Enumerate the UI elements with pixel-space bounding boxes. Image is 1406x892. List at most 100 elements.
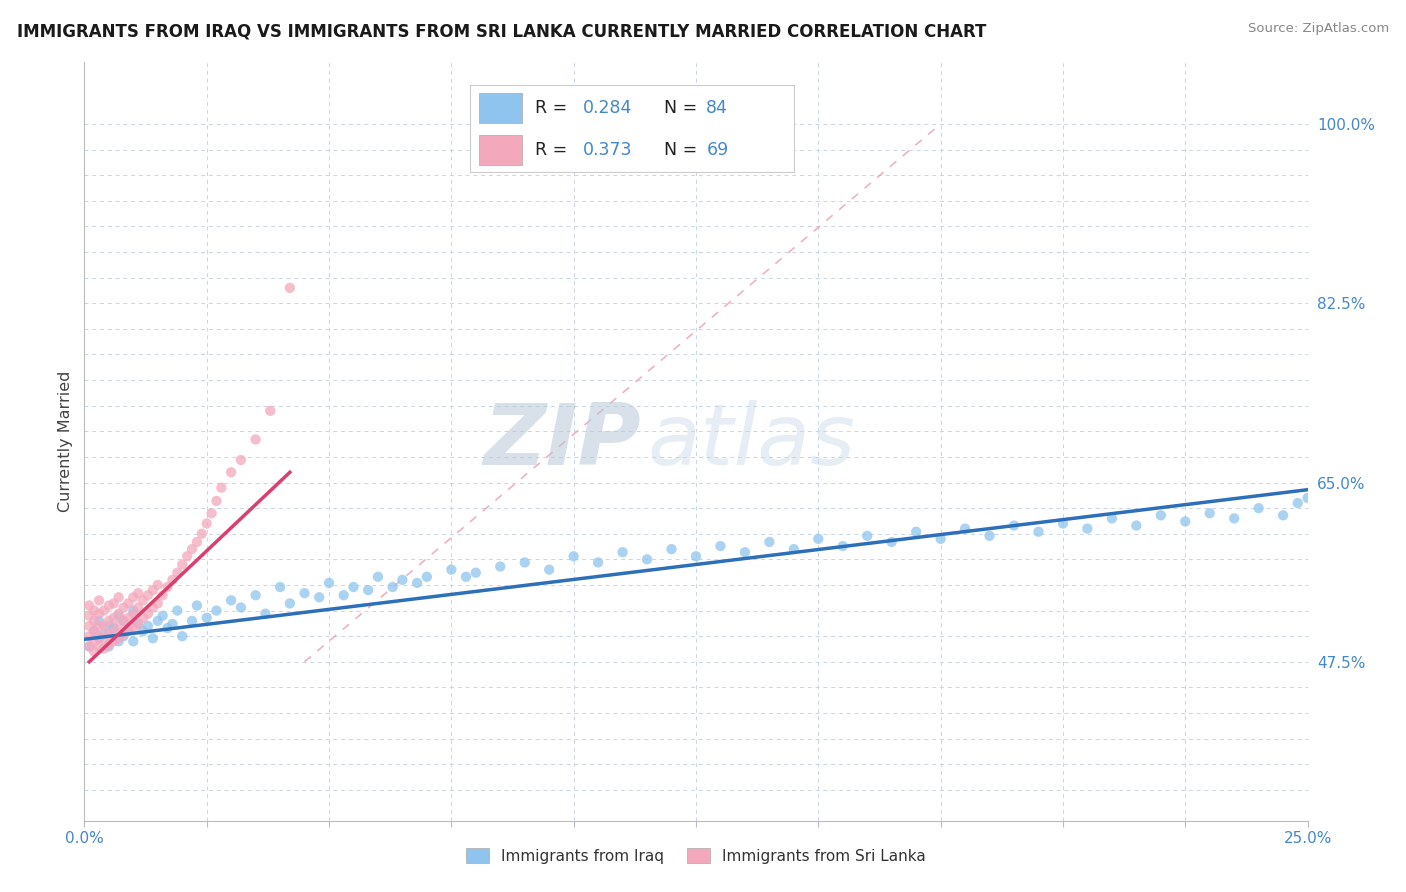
Point	[685, 549, 707, 564]
Point	[205, 494, 228, 508]
Point	[93, 641, 115, 656]
Point	[831, 539, 853, 553]
Point	[122, 634, 145, 648]
Point	[229, 453, 252, 467]
Point	[1198, 506, 1220, 520]
Point	[318, 576, 340, 591]
Point	[87, 629, 110, 643]
Point	[87, 593, 110, 607]
Point	[186, 599, 208, 613]
Point	[77, 608, 100, 623]
Point	[357, 583, 380, 598]
Point	[245, 588, 267, 602]
Point	[127, 586, 149, 600]
Point	[1247, 501, 1270, 516]
Point	[406, 576, 429, 591]
Point	[83, 624, 105, 639]
Point	[97, 599, 120, 613]
Point	[146, 614, 169, 628]
Point	[142, 583, 165, 598]
Point	[254, 607, 277, 621]
Point	[146, 596, 169, 610]
Point	[87, 632, 110, 646]
Point	[856, 529, 879, 543]
Point	[83, 644, 105, 658]
Point	[416, 570, 439, 584]
Point	[152, 588, 174, 602]
Point	[489, 559, 512, 574]
Point	[979, 529, 1001, 543]
Point	[661, 542, 683, 557]
Y-axis label: Currently Married: Currently Married	[58, 371, 73, 512]
Point	[107, 632, 129, 646]
Point	[205, 604, 228, 618]
Point	[308, 591, 330, 605]
Point	[391, 573, 413, 587]
Point	[440, 563, 463, 577]
Point	[77, 640, 100, 654]
Point	[172, 629, 194, 643]
Point	[381, 580, 404, 594]
Point	[1028, 524, 1050, 539]
Text: atlas: atlas	[647, 400, 855, 483]
Point	[127, 616, 149, 631]
Point	[191, 526, 214, 541]
Text: IMMIGRANTS FROM IRAQ VS IMMIGRANTS FROM SRI LANKA CURRENTLY MARRIED CORRELATION : IMMIGRANTS FROM IRAQ VS IMMIGRANTS FROM …	[17, 22, 986, 40]
Point	[1296, 491, 1319, 505]
Point	[278, 281, 301, 295]
Point	[112, 600, 135, 615]
Point	[332, 588, 354, 602]
Point	[245, 433, 267, 447]
Point	[117, 596, 139, 610]
Point	[97, 614, 120, 628]
Legend: Immigrants from Iraq, Immigrants from Sri Lanka: Immigrants from Iraq, Immigrants from Sr…	[460, 842, 932, 870]
Point	[83, 604, 105, 618]
Point	[709, 539, 731, 553]
Point	[87, 619, 110, 633]
Point	[454, 570, 477, 584]
Point	[122, 621, 145, 635]
Point	[278, 596, 301, 610]
Point	[103, 621, 125, 635]
Point	[132, 593, 155, 607]
Point	[136, 619, 159, 633]
Point	[1002, 518, 1025, 533]
Point	[156, 580, 179, 594]
Point	[586, 556, 609, 570]
Point	[112, 627, 135, 641]
Point	[783, 542, 806, 557]
Point	[367, 570, 389, 584]
Point	[93, 604, 115, 618]
Point	[93, 627, 115, 641]
Point	[953, 522, 976, 536]
Point	[152, 608, 174, 623]
Point	[112, 614, 135, 628]
Point	[107, 607, 129, 621]
Point	[880, 535, 903, 549]
Point	[77, 629, 100, 643]
Point	[513, 556, 536, 570]
Point	[83, 614, 105, 628]
Point	[77, 599, 100, 613]
Point	[1223, 511, 1246, 525]
Point	[172, 558, 194, 572]
Point	[219, 465, 242, 479]
Point	[97, 640, 120, 654]
Point	[97, 619, 120, 633]
Point	[103, 611, 125, 625]
Point	[562, 549, 585, 564]
Point	[77, 640, 100, 654]
Point	[1286, 496, 1309, 510]
Point	[77, 619, 100, 633]
Point	[127, 616, 149, 631]
Point	[103, 596, 125, 610]
Point	[1101, 511, 1123, 525]
Point	[83, 624, 105, 639]
Point	[186, 535, 208, 549]
Point	[342, 580, 364, 594]
Point	[807, 532, 830, 546]
Point	[112, 629, 135, 643]
Point	[166, 566, 188, 580]
Point	[97, 637, 120, 651]
Point	[612, 545, 634, 559]
